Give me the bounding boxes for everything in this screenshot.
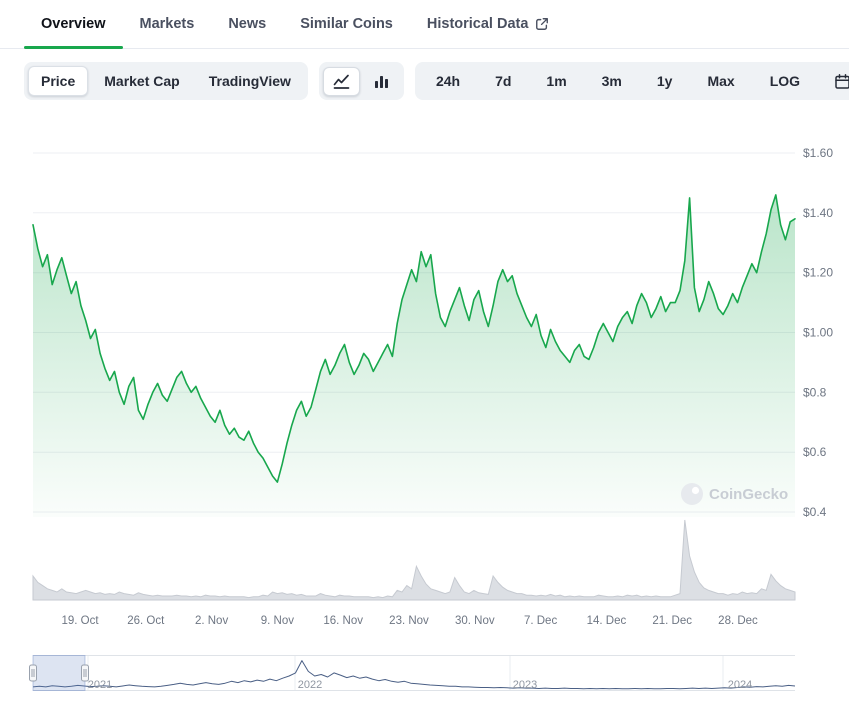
tab-news[interactable]: News xyxy=(211,0,283,48)
svg-text:2. Nov: 2. Nov xyxy=(195,615,228,627)
tab-news-label: News xyxy=(228,16,267,32)
coingecko-watermark: CoinGecko xyxy=(681,483,788,505)
svg-text:$0.4: $0.4 xyxy=(803,505,827,519)
bar-chart-icon xyxy=(374,75,388,88)
tab-historical-data-label: Historical Data xyxy=(426,16,529,32)
svg-text:$1.20: $1.20 xyxy=(803,266,833,280)
svg-text:2021: 2021 xyxy=(88,679,112,691)
metric-toggle-group: Price Market Cap TradingView xyxy=(24,62,308,100)
tab-overview-label: Overview xyxy=(41,16,106,32)
svg-text:2023: 2023 xyxy=(513,679,537,691)
navigator-handle xyxy=(29,664,37,682)
tab-overview[interactable]: Overview xyxy=(24,0,123,49)
svg-text:28. Dec: 28. Dec xyxy=(718,615,758,627)
range-max-button[interactable]: Max xyxy=(694,66,747,96)
tradingview-button[interactable]: TradingView xyxy=(196,66,304,96)
navigator-selection xyxy=(32,655,86,691)
svg-text:16. Nov: 16. Nov xyxy=(323,615,363,627)
calendar-button[interactable] xyxy=(824,67,849,96)
price-button[interactable]: Price xyxy=(28,66,89,96)
navigator-handle xyxy=(81,664,89,682)
line-chart-button[interactable] xyxy=(322,66,360,96)
svg-text:9. Nov: 9. Nov xyxy=(261,615,294,627)
external-link-icon xyxy=(536,18,549,30)
svg-text:7. Dec: 7. Dec xyxy=(524,615,557,627)
range-7d-button[interactable]: 7d xyxy=(482,66,524,96)
tab-similar-coins-label: Similar Coins xyxy=(300,16,393,32)
range-3m-button[interactable]: 3m xyxy=(589,66,635,96)
tab-similar-coins[interactable]: Similar Coins xyxy=(283,0,410,48)
section-tab-bar: Overview Markets News Similar Coins Hist… xyxy=(0,0,849,49)
svg-text:19. Oct: 19. Oct xyxy=(61,615,99,627)
svg-text:$1.60: $1.60 xyxy=(803,146,833,160)
svg-text:$0.6: $0.6 xyxy=(803,445,827,459)
svg-text:2022: 2022 xyxy=(298,679,322,691)
range-1y-button[interactable]: 1y xyxy=(644,66,686,96)
range-navigator-canvas[interactable]: 2021 2022 2023 2024 xyxy=(0,652,849,702)
svg-text:CoinGecko: CoinGecko xyxy=(709,486,788,503)
svg-text:$0.8: $0.8 xyxy=(803,385,827,399)
svg-text:23. Nov: 23. Nov xyxy=(389,615,429,627)
line-chart-icon xyxy=(333,74,350,89)
log-scale-button[interactable]: LOG xyxy=(757,66,813,96)
svg-text:2024: 2024 xyxy=(728,679,752,691)
tab-historical-data[interactable]: Historical Data xyxy=(410,0,567,48)
svg-text:26. Oct: 26. Oct xyxy=(127,615,165,627)
range-group: 24h 7d 1m 3m 1y Max LOG xyxy=(414,62,849,100)
chart-toolbar: Price Market Cap TradingView 24h 7d xyxy=(24,62,849,100)
tab-markets[interactable]: Markets xyxy=(123,0,212,48)
svg-text:$1.40: $1.40 xyxy=(803,206,833,220)
svg-text:30. Nov: 30. Nov xyxy=(455,615,495,627)
range-24h-button[interactable]: 24h xyxy=(423,66,473,96)
bar-chart-button[interactable] xyxy=(363,67,400,96)
price-chart-canvas[interactable]: $1.60 $1.40 $1.20 $1.00 $0.8 $0.6 $0.4 19. Oct 2… xyxy=(0,110,849,640)
chart-type-group xyxy=(318,62,404,100)
tab-markets-label: Markets xyxy=(139,16,195,32)
svg-text:21. Dec: 21. Dec xyxy=(652,615,692,627)
market-cap-button[interactable]: Market Cap xyxy=(91,66,192,96)
calendar-icon xyxy=(835,73,849,89)
svg-text:$1.00: $1.00 xyxy=(803,326,833,340)
svg-text:14. Dec: 14. Dec xyxy=(587,615,627,627)
range-1m-button[interactable]: 1m xyxy=(533,66,579,96)
